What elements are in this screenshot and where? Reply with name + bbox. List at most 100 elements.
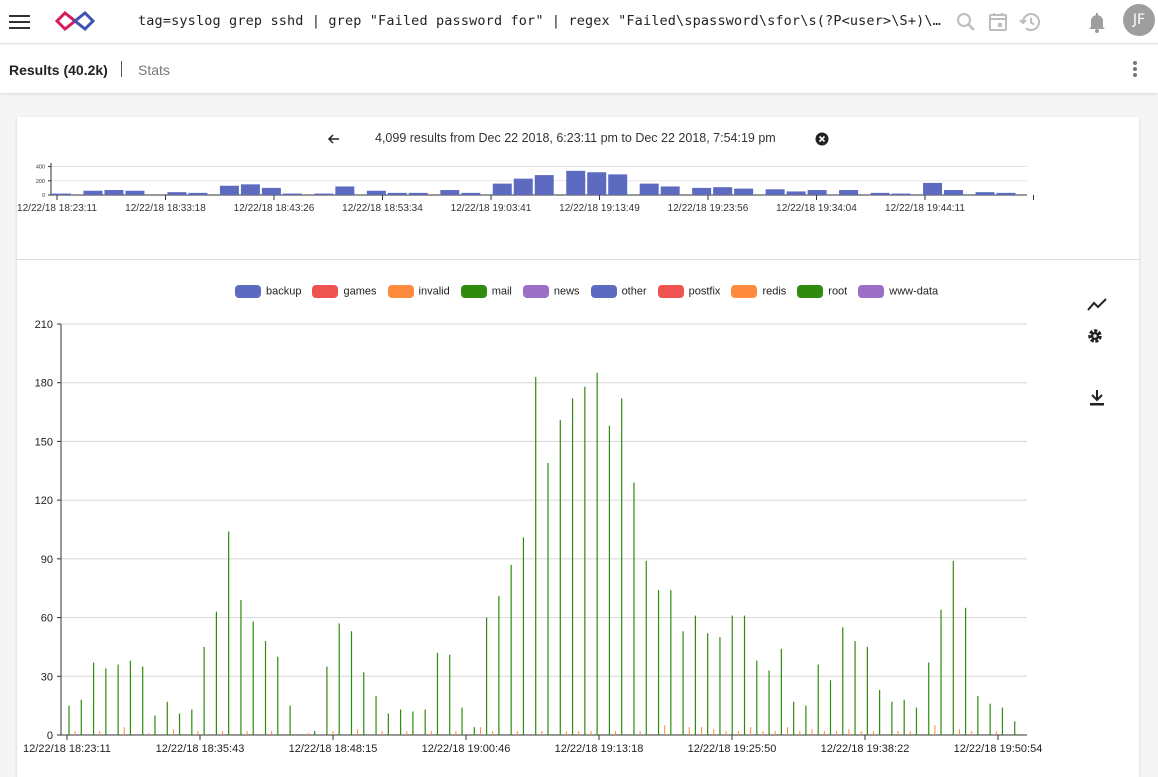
timeline-chart[interactable]: 400 200 0 12/22/18 18:23:11 12/22/18 18:33:1… — [17, 163, 1139, 273]
timeline-x-tick-label: 12/22/18 19:34:04 — [776, 203, 857, 214]
timeline-bar — [104, 190, 124, 195]
timeline-x-tick-label: 12/22/18 19:03:41 — [451, 203, 532, 214]
close-icon[interactable] — [814, 131, 830, 147]
back-arrow-icon[interactable] — [326, 131, 342, 147]
timeline-x-tick-label: 12/22/18 18:53:34 — [342, 203, 423, 214]
timeline-bar — [891, 193, 911, 195]
timeline-bar — [765, 189, 785, 195]
timeline-x-tick-label: 12/22/18 18:43:26 — [234, 203, 315, 214]
calendar-icon[interactable] — [986, 10, 1010, 34]
tab-stats[interactable]: Stats — [138, 62, 170, 78]
x-tick-label: 12/22/18 18:48:15 — [289, 743, 378, 755]
legend-swatch — [387, 285, 414, 298]
timeline-bar — [387, 192, 407, 195]
legend-item-root[interactable]: root — [797, 285, 847, 298]
legend-swatch — [522, 285, 549, 298]
download-icon[interactable] — [1086, 387, 1108, 409]
legend-swatch — [460, 285, 487, 298]
timeline-bar — [188, 192, 208, 195]
timeline-bar — [713, 187, 733, 195]
legend-label: www-data — [889, 285, 939, 298]
timeline-bar — [513, 178, 533, 195]
timeline-x-tick-label: 12/22/18 19:13:49 — [559, 203, 640, 214]
timeline-bar — [167, 192, 187, 195]
timeline-x-tick-label: 12/22/18 18:33:18 — [125, 203, 206, 214]
legend-item-www-data[interactable]: www-data — [858, 285, 938, 298]
tab-separator — [121, 61, 122, 77]
timeline-bar — [660, 186, 680, 195]
gear-icon[interactable] — [1084, 325, 1106, 347]
y-tick-label: 120 — [35, 495, 53, 507]
timeline-bar — [125, 190, 145, 195]
legend-label: postfix — [688, 285, 721, 298]
legend-item-games[interactable]: games — [312, 285, 377, 298]
main-chart[interactable]: 0 30 60 90 120 150 180 210 12/22/18 18:23:11 12/2… — [17, 312, 1077, 762]
legend-item-news[interactable]: news — [522, 285, 580, 298]
top-bar: tag=syslog grep sshd | grep "Failed pass… — [0, 0, 1158, 44]
search-icon[interactable] — [954, 10, 978, 34]
y-tick-label: 0 — [47, 730, 53, 742]
legend-label: news — [553, 285, 580, 298]
legend-item-invalid[interactable]: invalid — [387, 285, 450, 298]
legend-label: root — [828, 285, 848, 298]
legend-swatch — [235, 285, 261, 298]
timeline-bar — [534, 175, 554, 195]
timeline-y-tick-label: 200 — [36, 179, 45, 185]
legend-item-redis[interactable]: redis — [731, 285, 786, 298]
timeline-header: 4,099 results from Dec 22 2018, 6:23:11 … — [17, 131, 1139, 147]
timeline-bar — [261, 187, 281, 195]
legend-item-other[interactable]: other — [590, 285, 647, 298]
timeline-bar — [975, 192, 995, 195]
timeline-x-tick-label: 12/22/18 18:23:11 — [17, 203, 97, 214]
timeline-y-tick-label: 0 — [42, 193, 45, 199]
y-tick-label: 30 — [41, 671, 53, 683]
legend-swatch — [590, 285, 617, 298]
x-tick-label: 12/22/18 18:23:11 — [23, 743, 111, 755]
timeline-bar — [408, 192, 428, 195]
x-tick-label: 12/22/18 18:35:43 — [156, 743, 245, 755]
legend-swatch — [312, 285, 339, 298]
y-tick-label: 210 — [35, 319, 53, 331]
timeline-bar — [839, 190, 859, 195]
timeline-bar — [639, 183, 659, 195]
timeline-bar — [219, 185, 239, 195]
legend-item-postfix[interactable]: postfix — [657, 285, 721, 298]
timeline-bar — [366, 190, 386, 195]
timeline-bar — [52, 193, 71, 195]
y-tick-label: 150 — [35, 436, 53, 448]
y-tick-label: 90 — [41, 554, 53, 566]
timeline-bar — [566, 170, 586, 195]
tab-results[interactable]: Results (40.2k) — [9, 62, 108, 78]
timeline-bar — [587, 172, 607, 195]
menu-icon[interactable] — [8, 10, 32, 34]
more-options-icon[interactable] — [1125, 59, 1145, 79]
timeline-bar — [807, 190, 827, 195]
legend-label: other — [621, 285, 647, 298]
x-tick-label: 12/22/18 19:00:46 — [422, 743, 511, 755]
chart-legend: backup games invalid mail news other postfix re… — [235, 285, 949, 301]
tab-bar: Results (40.2k) Stats — [0, 45, 1158, 93]
timeline-y-tick-label: 400 — [36, 165, 45, 171]
y-tick-label: 60 — [41, 613, 53, 625]
logo-icon[interactable] — [55, 9, 95, 33]
legend-swatch — [731, 285, 758, 298]
results-card: 4,099 results from Dec 22 2018, 6:23:11 … — [17, 117, 1139, 777]
legend-item-backup[interactable]: backup — [235, 285, 301, 298]
x-tick-label: 12/22/18 19:25:50 — [688, 743, 777, 755]
timeline-range-text: 4,099 results from Dec 22 2018, 6:23:11 … — [375, 131, 776, 145]
query-input[interactable]: tag=syslog grep sshd | grep "Failed pass… — [138, 13, 948, 29]
timeline-bar — [996, 192, 1016, 195]
legend-label: mail — [491, 285, 512, 298]
avatar[interactable]: JF — [1123, 4, 1155, 36]
timeline-bar — [692, 187, 712, 195]
legend-swatch — [858, 285, 885, 298]
legend-item-mail[interactable]: mail — [460, 285, 512, 298]
divider — [17, 259, 1139, 260]
history-icon[interactable] — [1018, 10, 1042, 34]
timeline-bar — [923, 182, 943, 195]
line-chart-icon[interactable] — [1086, 294, 1108, 316]
bell-icon[interactable] — [1085, 10, 1109, 34]
legend-label: games — [343, 285, 377, 298]
y-tick-label: 180 — [35, 378, 53, 390]
legend-label: redis — [762, 285, 787, 298]
